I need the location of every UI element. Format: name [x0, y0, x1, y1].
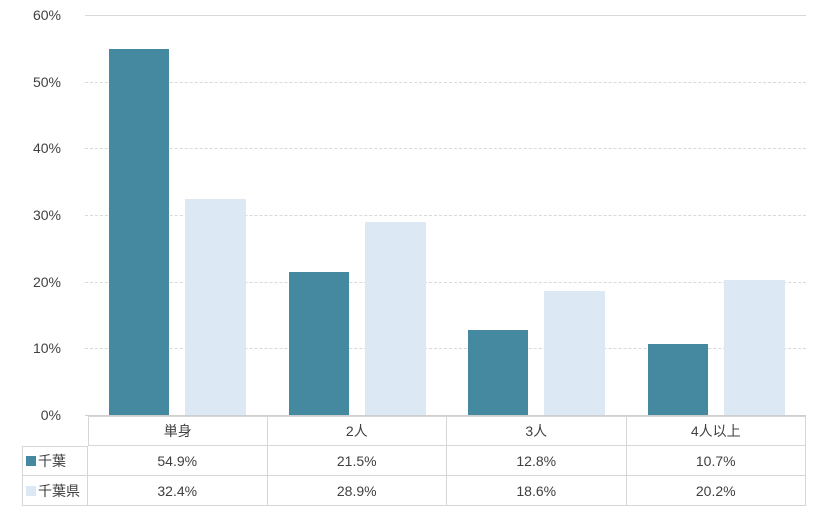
table-value-千葉県-3人: 18.6% [447, 476, 627, 506]
category-header: 4人以上 [626, 416, 806, 446]
plot-area: 0% 10% 20% 30% 40% 50% 60% [33, 8, 806, 422]
category-header-label: 4人以上 [690, 423, 741, 439]
table-value-label: 10.7% [695, 452, 736, 469]
table-value-label: 54.9% [157, 452, 198, 469]
gridline-40% [85, 148, 806, 150]
chart-data-table: 単身 2人 3人 4人以上千葉 54.9% 21.5% 12.8% 10.7% 千葉県 32.4%… [22, 416, 806, 506]
bar-千葉-4人以上 [647, 343, 708, 415]
category-header-label: 2人 [345, 423, 368, 439]
bar-千葉-2人 [288, 271, 349, 415]
table-value-label: 20.2% [695, 482, 736, 499]
table-value-千葉県-単身: 32.4% [88, 476, 268, 506]
legend-cell-千葉: 千葉 [22, 446, 88, 476]
legend-series-label: 千葉 [38, 453, 66, 469]
gridline-30% [85, 215, 806, 216]
y-axis-tick-label: 40% [32, 140, 61, 157]
category-header-label: 3人 [525, 423, 548, 439]
table-value-千葉-4人以上: 10.7% [626, 446, 806, 476]
gridline-0% [85, 415, 806, 416]
table-value-label: 18.6% [516, 482, 557, 499]
table-value-label: 28.9% [336, 482, 377, 499]
table-value-千葉-3人: 12.8% [447, 446, 627, 476]
table-corner-spacer [22, 416, 88, 446]
y-axis-tick-label: 50% [32, 73, 61, 90]
legend-series-label: 千葉県 [38, 482, 80, 499]
category-header: 2人 [267, 416, 447, 446]
y-axis-tick-label: 20% [32, 273, 61, 290]
table-value-label: 12.8% [516, 452, 557, 469]
table-value-千葉-2人: 21.5% [267, 446, 447, 476]
y-axis-tick-label: 10% [32, 340, 61, 357]
legend-swatch-千葉県 [26, 485, 36, 496]
table-value-label: 21.5% [336, 452, 377, 469]
gridline-20% [85, 281, 806, 283]
y-axis-tick-label: 60% [32, 7, 61, 23]
table-value-千葉県-2人: 28.9% [267, 476, 447, 506]
category-header-label: 単身 [163, 423, 192, 439]
bar-千葉-3人 [468, 329, 528, 415]
y-axis-tick-label: 30% [32, 207, 61, 223]
y-axis-tick-label: 0% [40, 407, 61, 423]
gridline-10% [85, 348, 806, 350]
gridline-60% [85, 15, 806, 16]
bar-千葉-単身 [109, 49, 169, 415]
table-value-千葉-単身: 54.9% [88, 446, 268, 476]
gridline-50% [85, 81, 806, 83]
table-value-label: 32.4% [157, 482, 198, 499]
bar-千葉県-3人 [544, 291, 605, 415]
legend-cell-千葉県: 千葉県 [22, 476, 88, 506]
category-header: 単身 [88, 416, 268, 446]
category-header: 3人 [447, 416, 627, 446]
bar-千葉県-単身 [185, 199, 246, 415]
legend-swatch-千葉 [26, 456, 36, 466]
table-value-千葉県-4人以上: 20.2% [626, 476, 806, 506]
bar-千葉県-4人以上 [723, 280, 785, 415]
bar-千葉県-2人 [364, 222, 426, 415]
